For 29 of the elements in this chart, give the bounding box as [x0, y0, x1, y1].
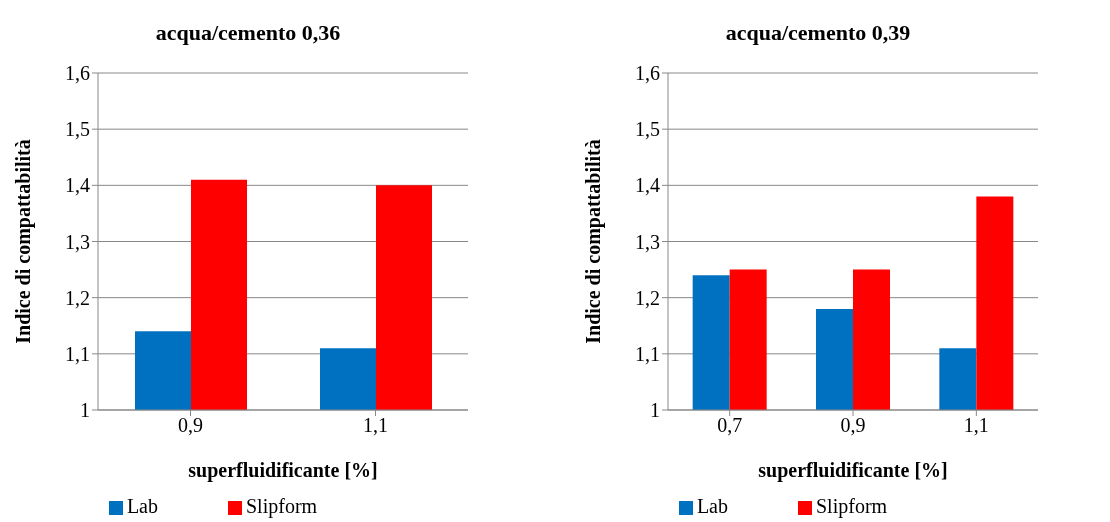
y-tick-label: 1 — [80, 399, 90, 422]
y-tick-label: 1,6 — [635, 62, 660, 85]
y-tick-label: 1,6 — [65, 62, 90, 85]
chart-title: acqua/cemento 0,39 — [724, 20, 912, 46]
y-tick-label: 1,5 — [635, 118, 660, 141]
y-tick-label: 1,5 — [65, 118, 90, 141]
chart-title: acqua/cemento 0,36 — [154, 20, 342, 46]
legend-label: Slipform — [815, 495, 888, 517]
x-axis-title: superfluidificante [%] — [188, 459, 378, 482]
y-tick-label: 1,1 — [635, 342, 660, 365]
y-tick-label: 1,1 — [65, 342, 90, 365]
x-tick-label: 0,9 — [840, 414, 866, 437]
y-tick-label: 1,3 — [65, 230, 90, 253]
y-tick-label: 1,4 — [65, 174, 90, 197]
x-tick-label: 0,7 — [717, 414, 743, 437]
y-tick-label: 1,4 — [635, 174, 660, 197]
y-tick-label: 1,3 — [635, 230, 660, 253]
x-tick-label: 1,1 — [963, 414, 989, 437]
x-tick-label: 1,1 — [363, 414, 388, 437]
y-axis-title: Indice di compattabilità — [582, 139, 606, 344]
y-tick-label: 1,2 — [65, 286, 90, 309]
x-tick-label: 0,9 — [178, 414, 203, 437]
y-axis-title: Indice di compattabilità — [12, 139, 36, 344]
y-tick-label: 1,2 — [635, 286, 660, 309]
x-axis-title: superfluidificante [%] — [758, 459, 948, 482]
y-tick-label: 1 — [650, 399, 660, 422]
legend-label: Lab — [126, 495, 158, 517]
legend-label: Lab — [696, 495, 728, 517]
legend-label: Slipform — [245, 495, 318, 517]
